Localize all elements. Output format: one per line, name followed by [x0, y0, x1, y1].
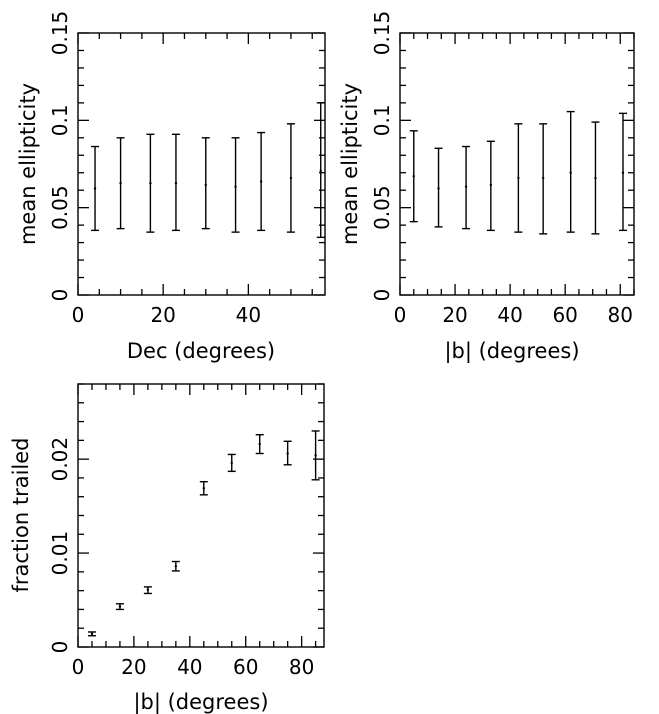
- error-bar: [257, 131, 266, 232]
- x-tick-label: 0: [72, 655, 85, 679]
- data-point: [234, 185, 237, 188]
- error-bar: [227, 453, 236, 473]
- x-tick-label: 0: [394, 303, 407, 327]
- error-bar: [91, 145, 100, 232]
- data-point: [621, 171, 625, 174]
- data-point: [204, 183, 207, 187]
- data-point: [149, 182, 152, 185]
- error-bar: [116, 137, 125, 230]
- error-bar: [143, 586, 152, 595]
- error-bar: [199, 480, 208, 496]
- data-point: [146, 588, 150, 591]
- error-bar: [146, 133, 155, 233]
- data-point: [90, 632, 94, 636]
- x-tick-label: 20: [150, 303, 175, 327]
- x-tick-label: 60: [233, 655, 258, 679]
- error-bar: [486, 140, 495, 232]
- y-tick-label: 0.1: [48, 104, 72, 136]
- x-tick-label: 80: [289, 655, 314, 679]
- error-bar: [409, 130, 418, 223]
- x-tick-label: 60: [552, 303, 577, 327]
- error-bar: [539, 123, 548, 235]
- x-tick-label: 20: [121, 655, 146, 679]
- data-point: [594, 176, 597, 180]
- data-point: [314, 454, 317, 457]
- data-point: [174, 182, 178, 185]
- y-tick-label: 0.05: [370, 185, 394, 230]
- x-tick-label: 80: [608, 303, 633, 327]
- x-axis-label: |b| (degrees): [444, 339, 579, 364]
- x-tick-label: 0: [72, 303, 85, 327]
- y-axis-label: mean ellipticity: [338, 83, 362, 245]
- data-point: [174, 565, 178, 568]
- error-bar: [591, 121, 600, 235]
- error-bar: [171, 133, 180, 232]
- y-axis-label: mean ellipticity: [16, 83, 40, 245]
- data-point: [569, 171, 572, 174]
- data-point: [93, 187, 97, 190]
- y-tick-label: 0.1: [370, 104, 394, 136]
- data-point: [412, 175, 415, 178]
- data-point: [202, 487, 205, 490]
- error-bar: [286, 123, 295, 233]
- x-tick-label: 40: [177, 655, 202, 679]
- error-bar: [171, 560, 180, 572]
- data-point: [259, 180, 263, 183]
- data-point: [489, 183, 493, 187]
- y-tick-label: 0: [48, 289, 72, 302]
- panel-ellipticity-vs-dec: 0 20 40 0 0.05 0.1 0.15 Dec (degrees) mean ell…: [16, 11, 326, 363]
- error-bar: [283, 440, 292, 466]
- error-bar: [115, 603, 124, 611]
- error-bar: [87, 631, 96, 637]
- y-tick-label: 0.05: [48, 185, 72, 230]
- data-point: [437, 187, 440, 190]
- error-bar: [311, 430, 320, 481]
- error-bar: [566, 110, 575, 233]
- error-bar: [255, 434, 264, 455]
- error-bar: [231, 137, 240, 233]
- y-tick-label: 0.02: [48, 437, 72, 482]
- y-tick-label: 0.15: [370, 11, 394, 56]
- error-bar: [316, 102, 325, 239]
- x-axis-label: |b| (degrees): [133, 690, 268, 714]
- error-bar: [462, 145, 471, 230]
- y-tick-label: 0: [370, 289, 394, 302]
- panel-fraction-trailed: 0 20 40 60 80 0 0.01 0.02 |b| (degrees) fractio…: [9, 383, 325, 714]
- data-point: [464, 185, 468, 188]
- error-bar: [201, 137, 210, 230]
- error-bar: [618, 112, 627, 232]
- x-tick-label: 40: [236, 303, 261, 327]
- panel-ellipticity-vs-b: 0 20 40 60 80 0 0.05 0.1 0.15 |b| (degrees) mean…: [338, 11, 635, 364]
- error-bar: [514, 123, 523, 233]
- data-point: [319, 169, 322, 173]
- plot-frame: [399, 32, 635, 296]
- plot-frame: [77, 32, 326, 296]
- data-point: [258, 442, 261, 446]
- data-point: [286, 452, 289, 455]
- x-tick-label: 40: [497, 303, 522, 327]
- data-point: [118, 605, 122, 608]
- data-point: [230, 461, 233, 465]
- data-point: [119, 182, 122, 185]
- y-tick-label: 0: [48, 641, 72, 654]
- plot-frame: [77, 383, 325, 648]
- data-point: [289, 176, 293, 180]
- error-bar: [434, 147, 443, 228]
- data-point: [541, 176, 545, 180]
- data-point: [517, 176, 520, 180]
- x-tick-label: 20: [442, 303, 467, 327]
- y-axis-label: fraction trailed: [9, 438, 33, 593]
- x-axis-label: Dec (degrees): [127, 339, 275, 363]
- y-tick-label: 0.01: [48, 531, 72, 576]
- y-tick-label: 0.15: [48, 11, 72, 56]
